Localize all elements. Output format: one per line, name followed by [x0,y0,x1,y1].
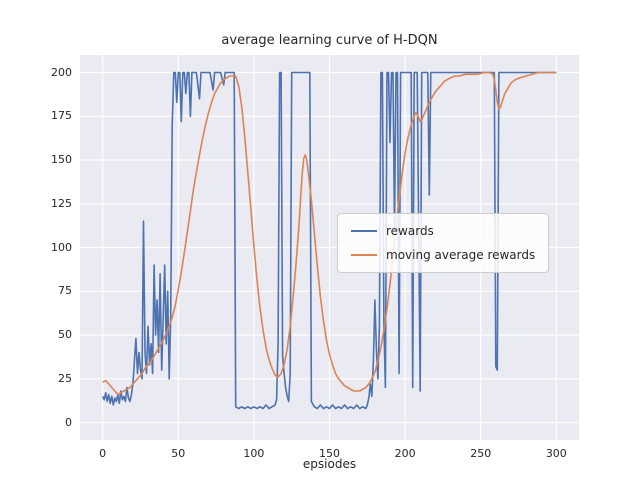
legend: rewards moving average rewards [337,213,550,273]
rewards-line [101,71,557,410]
moving-average-rewards-line [102,71,557,396]
y-tick-label: 75 [58,284,72,298]
y-tick-label: 150 [51,153,72,166]
y-tick-label: 125 [51,196,72,210]
y-tick-label: 200 [51,65,72,79]
y-tick-label: 100 [51,240,72,254]
chart-title: average learning curve of H-DQN [221,33,438,48]
y-tick-label: 50 [58,328,72,341]
x-tick-label: 300 [545,447,567,460]
x-tick-label: 50 [171,447,186,460]
y-tick-label: 175 [51,109,72,123]
moving-average-rewards-line-swatch [351,254,377,256]
legend-item-rewards: rewards [351,224,535,238]
x-tick-label: 250 [470,447,492,460]
x-tick-label: 150 [319,447,340,460]
y-tick-label: 25 [58,371,72,385]
plot-area: rewards moving average rewards [80,55,579,440]
legend-label-moving-average-rewards: moving average rewards [386,248,536,262]
x-axis-label: epsiodes [302,457,357,471]
x-tick-label: 100 [243,447,265,460]
legend-label-rewards: rewards [386,224,434,238]
rewards-line-swatch [351,230,377,232]
legend-item-moving-average-rewards: moving average rewards [351,248,535,262]
y-tick-label: 0 [65,415,72,429]
x-tick-label: 0 [99,447,107,460]
x-tick-label: 200 [394,447,416,460]
